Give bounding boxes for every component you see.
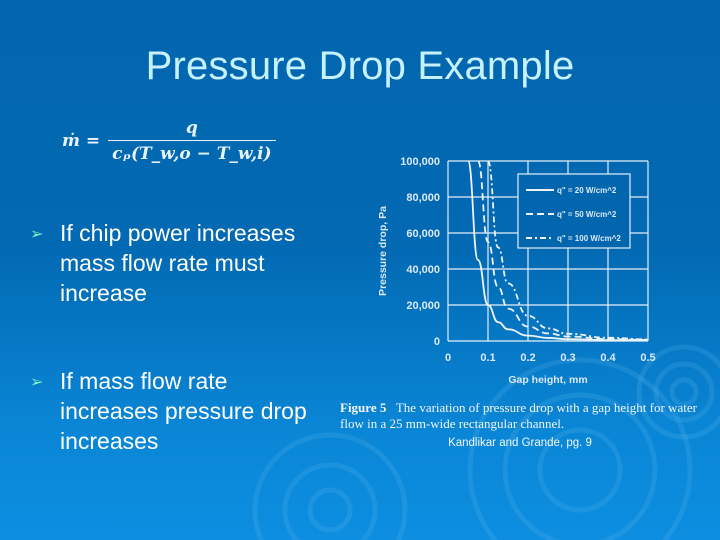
bullet-text: If mass flow rate increases pressure dro… bbox=[60, 368, 307, 454]
x-tick-label: 0.1 bbox=[480, 352, 495, 364]
x-tick-label: 0 bbox=[445, 352, 451, 364]
y-tick-label: 20,000 bbox=[406, 300, 440, 312]
slide-title: Pressure Drop Example bbox=[145, 44, 575, 88]
pressure-drop-chart: 0 20,000 40,000 60,000 80,000 100,000 0 0.1 0.2 0… bbox=[360, 150, 700, 390]
data-series-line bbox=[477, 161, 648, 341]
arrow-bullet-icon: ➢ bbox=[30, 374, 44, 391]
x-tick-label: 0.3 bbox=[560, 352, 575, 364]
y-tick-label: 0 bbox=[434, 336, 440, 348]
x-tick-label: 0.2 bbox=[520, 352, 535, 364]
equation-numerator: q bbox=[185, 118, 198, 138]
y-tick-label: 60,000 bbox=[406, 228, 440, 240]
source-credit: Kandlikar and Grande, pg. 9 bbox=[448, 437, 592, 449]
y-tick-label: 40,000 bbox=[406, 264, 440, 276]
equation-lhs: ṁ = bbox=[62, 131, 101, 151]
mass-flow-equation: ṁ = q cₚ(T_w,o − T_w,i) bbox=[62, 118, 276, 164]
bullet-text: If chip power increases mass flow rate m… bbox=[60, 220, 296, 306]
arrow-bullet-icon: ➢ bbox=[30, 226, 44, 243]
x-axis-label: Gap height, mm bbox=[508, 374, 587, 386]
x-tick-label: 0.5 bbox=[640, 352, 655, 364]
bullet-item: ➢ If mass flow rate increases pressure d… bbox=[30, 366, 330, 456]
legend-entry: q" = 50 W/cm^2 bbox=[557, 210, 617, 219]
y-tick-label: 100,000 bbox=[400, 156, 440, 168]
chart-legend: q" = 20 W/cm^2 q" = 50 W/cm^2 q" = 100 W/c… bbox=[517, 173, 631, 249]
y-axis-label: Pressure drop, Pa bbox=[377, 206, 389, 296]
data-series-line bbox=[487, 161, 648, 341]
figure-caption: Figure 5 The variation of pressure drop … bbox=[340, 400, 700, 432]
equation-denominator: cₚ(T_w,o − T_w,i) bbox=[108, 140, 276, 164]
legend-entry: q" = 20 W/cm^2 bbox=[557, 186, 617, 195]
caption-text: The variation of pressure drop with a ga… bbox=[340, 400, 697, 431]
equation-fraction: q cₚ(T_w,o − T_w,i) bbox=[108, 118, 276, 164]
bullet-item: ➢ If chip power increases mass flow rate… bbox=[30, 218, 330, 308]
caption-label: Figure 5 bbox=[340, 400, 387, 415]
x-tick-label: 0.4 bbox=[600, 352, 616, 364]
legend-entry: q" = 100 W/cm^2 bbox=[557, 234, 621, 243]
y-tick-label: 80,000 bbox=[406, 192, 440, 204]
data-series-line bbox=[467, 161, 648, 341]
